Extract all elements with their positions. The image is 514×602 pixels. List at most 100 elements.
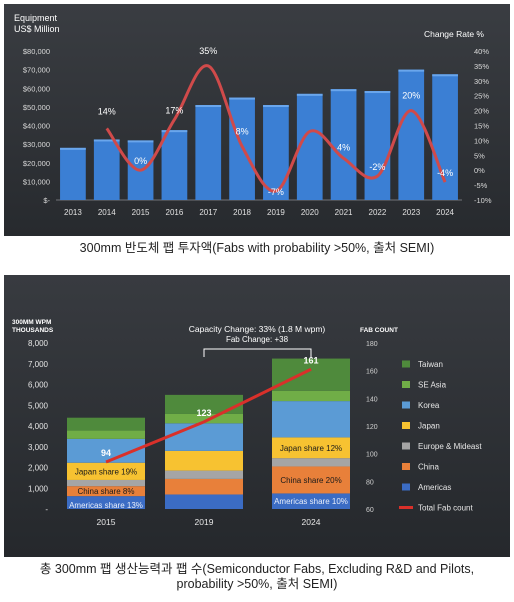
investment-bar [161,130,188,200]
investment-chart-panel: Equipment US$ Million Change Rate % $- $10,0… [4,4,510,236]
stack-segment-korea [272,401,350,438]
fab-count-label: 161 [303,355,318,365]
investment-bar [296,93,323,200]
left-tick-label: $60,000 [23,84,50,93]
right-tick-label: 140 [366,396,378,403]
right-tick-label: 25% [474,92,489,101]
stack-segment-americas [272,493,350,509]
legend-swatch [402,483,410,491]
investment-bar [364,91,391,200]
chart2-caption-line2: probability >50%, 출처 SEMI) [176,577,338,591]
left-tick-label: 1,000 [28,484,49,493]
change-bracket [203,348,312,357]
left-axis-title-line1: 300MM WPM [12,319,51,326]
fab-change-annotation: Fab Change: +38 [226,335,289,344]
left-axis-title-line1: Equipment [14,13,58,23]
investment-bar-highlight [398,69,425,72]
stack-segment-americas [67,496,145,509]
stack-segment-europe-mideast [165,470,243,479]
left-tick-label: $10,000 [23,177,50,186]
legend-label: Korea [418,401,440,410]
capacity-change-annotation: Capacity Change: 33% (1.8 M wpm) [189,324,326,334]
investment-bar [60,147,86,200]
left-tick-label: 3,000 [28,443,49,452]
right-tick-label: 0% [474,166,485,175]
right-tick-label: 60 [366,507,374,514]
investment-bar-highlight [60,147,86,150]
right-tick-label: 5% [474,151,485,160]
stack-segment-korea [67,438,145,463]
right-tick-label: 40% [474,47,489,56]
investment-bar-highlight [296,93,323,96]
share-label: China share 20% [280,476,341,485]
left-tick-label: $70,000 [23,66,50,75]
x-tick-label: 2013 [64,208,82,217]
stack-segment-se-asia [67,430,145,439]
chart2-caption-line1: 총 300mm 팹 생산능력과 팹 수(Semiconductor Fabs, … [39,562,475,576]
investment-bar-highlight [432,74,458,77]
x-tick-label: 2015 [132,208,150,217]
left-tick-label: $30,000 [23,140,50,149]
left-tick-label: 2,000 [28,464,49,473]
x-tick-label: 2023 [402,208,420,217]
chart2-caption: 총 300mm 팹 생산능력과 팹 수(Semiconductor Fabs, … [0,562,514,592]
right-tick-label: 20% [474,107,489,116]
change-rate-data-label: 20% [402,91,420,101]
change-rate-data-label: 17% [165,106,183,116]
stack-segment-china [165,478,243,495]
right-tick-label: 80 [366,479,374,486]
x-tick-label: 2017 [199,208,217,217]
left-tick-label: $40,000 [23,122,50,131]
investment-bar-highlight [195,105,222,108]
left-tick-label: $20,000 [23,159,50,168]
change-rate-line [105,64,447,193]
stack-segment-taiwan [272,358,350,391]
share-label: Americas share 13% [69,501,143,510]
stack-segment-japan [272,437,350,459]
legend-label: Taiwan [418,360,443,369]
share-label: Americas share 10% [274,497,348,506]
left-tick-label: - [45,505,48,514]
right-axis-title: Change Rate % [424,29,484,39]
change-rate-data-label: 4% [337,142,350,152]
x-tick-label: 2024 [436,208,454,217]
x-tick-label: 2019 [267,208,285,217]
legend-swatch [402,422,410,429]
investment-bar [398,69,425,200]
right-tick-label: 120 [366,424,378,431]
stack-segment-europe-mideast [272,458,350,467]
left-tick-label: 6,000 [28,381,49,390]
investment-bar-highlight [161,130,188,133]
investment-bar [330,89,357,200]
right-tick-label: 100 [366,452,378,459]
left-tick-label: 4,000 [28,422,49,431]
legend-swatch [402,360,410,368]
left-tick-label: 8,000 [28,339,49,348]
stack-segment-taiwan [165,394,243,414]
investment-bar [195,105,222,200]
legend-swatch [402,401,410,409]
investment-bar-highlight [263,105,289,108]
stack-segment-china [272,466,350,494]
right-tick-label: 160 [366,369,378,376]
right-tick-label: 15% [474,122,489,131]
change-rate-data-label: 0% [134,156,147,166]
x-tick-label: 2021 [335,208,353,217]
legend-label: Americas [418,483,451,492]
change-rate-data-label: 35% [199,46,217,56]
left-tick-label: $80,000 [23,47,50,56]
change-rate-data-label: -2% [369,162,385,172]
change-rate-data-label: -7% [268,187,284,197]
x-tick-label: 2014 [98,208,116,217]
legend-label: Total Fab count [418,504,473,513]
capacity-chart-panel: 300MM WPM THOUSANDS FAB COUNT - 1,000 2,000 3,… [4,275,510,557]
change-rate-data-label: 8% [236,126,249,136]
right-tick-label: 180 [366,341,378,348]
legend-label: China [418,463,439,472]
x-tick-label: 2015 [97,517,116,527]
stack-segment-japan [67,462,145,480]
stack-segment-korea [165,423,243,451]
x-tick-label: 2016 [166,208,184,217]
left-tick-label: 7,000 [28,360,49,369]
